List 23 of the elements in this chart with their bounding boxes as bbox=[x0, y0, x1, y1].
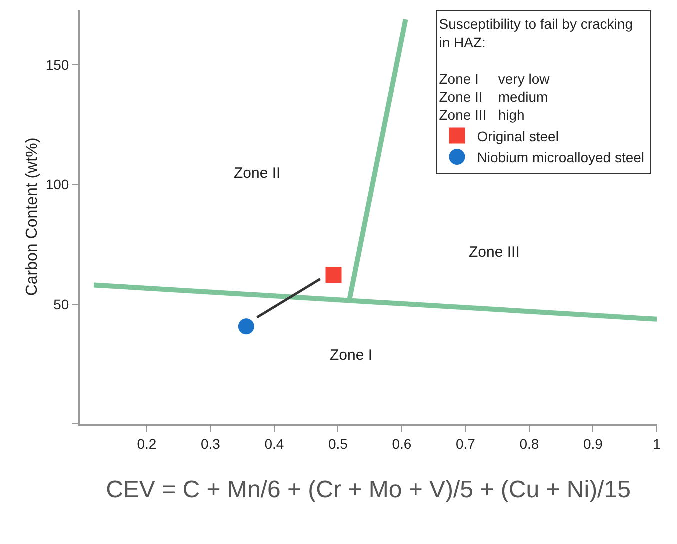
x-tick-label: 0.8 bbox=[520, 436, 540, 452]
annotation: Zone I very low bbox=[439, 70, 551, 87]
legend-label: Original steel bbox=[477, 128, 559, 144]
x-tick-label: 0.5 bbox=[328, 436, 348, 452]
annotation: Zone II medium bbox=[439, 89, 548, 105]
y-tick-label: 50 bbox=[54, 296, 70, 312]
x-tick-label: 0.3 bbox=[200, 436, 221, 452]
legend-label: Niobium microalloyed steel bbox=[477, 149, 645, 166]
x-tick-label: 0.2 bbox=[137, 436, 157, 452]
annotation: Zone II bbox=[234, 165, 281, 182]
annotation: Zone I bbox=[330, 347, 373, 364]
annotation: Zone III high bbox=[439, 107, 525, 124]
x-tick-label: 0.7 bbox=[456, 436, 476, 452]
y-tick-label: 150 bbox=[46, 56, 70, 73]
x-tick-label: 0.4 bbox=[264, 436, 284, 452]
x-tick-label: 0.6 bbox=[392, 436, 412, 452]
x-tick-label: 1 bbox=[653, 436, 662, 452]
y-axis-title: Carbon Content (wt%) bbox=[24, 138, 41, 296]
x-tick-label: 0.9 bbox=[584, 436, 604, 452]
legend-title: Susceptibility to fail by cracking in HAZ: bbox=[439, 16, 633, 50]
x-axis-title: CEV = C + Mn/6 + (Cr + Mo + V)/5 + (Cu + Ni)/15 bbox=[106, 476, 631, 504]
annotation: Zone III bbox=[469, 244, 520, 261]
y-tick-label: 100 bbox=[46, 176, 70, 193]
